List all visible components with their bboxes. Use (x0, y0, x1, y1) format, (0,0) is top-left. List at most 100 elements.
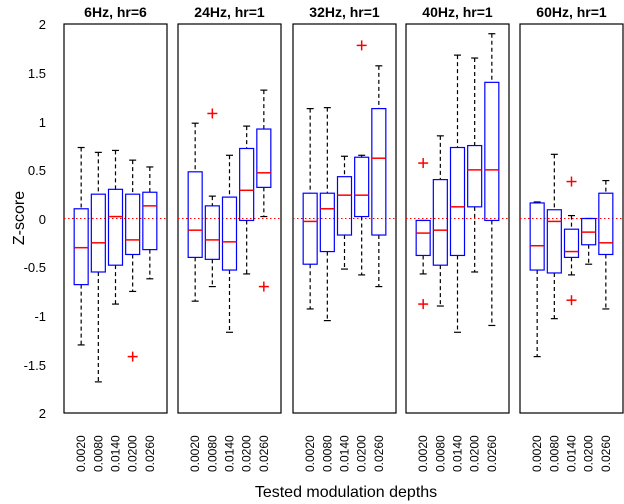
x-tick-label: 0.0080 (433, 435, 447, 472)
panels: 6Hz, hr=60.0020 0.0080 0.0140 0.0200 0.02602… (63, 4, 624, 472)
panel: 40Hz, hr=1 0.0020 0.0080 0.0140 0.0200 0.0260 (405, 4, 510, 472)
iqr-box (546, 209, 562, 274)
x-tick-label: 0.0140 (338, 435, 352, 472)
iqr-box (598, 192, 614, 256)
y-tick-label: -1 (34, 309, 46, 324)
box-group (239, 125, 255, 275)
iqr-box (90, 193, 106, 273)
panel: 24Hz, hr=1 0.0020 0.0080 0.0140 0.0200 0.0260 (177, 4, 282, 472)
y-tick-label: -0.5 (24, 260, 46, 275)
outlier-marker (356, 40, 367, 51)
x-tick-label: 0.0260 (599, 435, 613, 472)
box-group (187, 122, 203, 302)
iqr-box (239, 147, 255, 222)
x-tick-label: 0.0080 (205, 435, 219, 472)
outlier-marker (566, 176, 577, 187)
box-group (125, 159, 141, 362)
panel-title: 40Hz, hr=1 (422, 4, 493, 20)
panel: 6Hz, hr=6 0.0020 0.0080 0.0140 0.0200 0.0260 (63, 4, 168, 472)
outlier-marker (258, 281, 269, 292)
y-tick-label: 2 (39, 406, 46, 421)
box-group (432, 135, 448, 307)
box-group (484, 33, 500, 327)
box-group (371, 65, 387, 288)
y-tick-label: 2 (39, 17, 46, 32)
iqr-box (73, 208, 89, 286)
iqr-box (415, 219, 431, 257)
iqr-box (125, 193, 141, 256)
panel-frame (177, 23, 282, 414)
x-tick-label: 0.0200 (240, 435, 254, 472)
panel-title: 60Hz, hr=1 (536, 4, 607, 20)
iqr-box (563, 228, 580, 258)
x-tick-label: 0.0260 (485, 435, 499, 472)
box-group (354, 40, 370, 276)
box-group (546, 153, 562, 320)
x-tick-label: 0.0260 (372, 435, 386, 472)
x-tick-label: 0.0080 (547, 435, 561, 472)
box-group (256, 89, 272, 292)
box-group (529, 201, 545, 358)
x-tick-label: 0.0020 (188, 435, 202, 472)
panel: 32Hz, hr=1 0.0020 0.0080 0.0140 0.0200 0.0260 (292, 4, 397, 472)
box-group (221, 154, 238, 333)
y-tick-label: 1 (39, 115, 46, 130)
iqr-box (221, 196, 238, 271)
iqr-box (354, 156, 370, 218)
iqr-box (484, 81, 500, 222)
x-tick-label: 0.0260 (143, 435, 157, 472)
iqr-box (336, 176, 353, 236)
x-tick-label: 0.0140 (223, 435, 237, 472)
outlier-marker (207, 108, 218, 119)
outlier-marker (566, 295, 577, 306)
box-group (336, 155, 353, 270)
x-tick-label: 0.0140 (451, 435, 465, 472)
panel-title: 32Hz, hr=1 (309, 4, 380, 20)
x-axis-label: Tested modulation depths (255, 484, 437, 501)
iqr-box (449, 146, 466, 257)
box-group (449, 54, 466, 333)
outlier-marker (127, 351, 138, 362)
x-tick-label: 0.0080 (320, 435, 334, 472)
x-tick-label: 0.0020 (303, 435, 317, 472)
iqr-box (256, 128, 272, 188)
y-tick-label: 0.5 (28, 163, 46, 178)
x-tick-label: 0.0200 (355, 435, 369, 472)
iqr-box (529, 202, 545, 271)
x-tick-label: 0.0200 (468, 435, 482, 472)
iqr-box (302, 192, 318, 265)
x-tick-label: 0.0140 (565, 435, 579, 472)
box-group (319, 107, 335, 322)
panel-title: 24Hz, hr=1 (194, 4, 265, 20)
x-tick-label: 0.0200 (126, 435, 140, 472)
box-group (563, 176, 580, 306)
box-group (90, 151, 106, 383)
iqr-box (142, 191, 158, 251)
box-group (581, 217, 597, 265)
box-group (467, 57, 483, 273)
x-tick-label: 0.0020 (74, 435, 88, 472)
panel-frame (63, 23, 168, 414)
y-axis-label: Z-score (11, 191, 28, 245)
panel: 60Hz, hr=1 0.0020 0.0080 0.0140 0.0200 0.0260 (519, 4, 624, 472)
box-group (302, 108, 318, 310)
outlier-marker (418, 158, 429, 169)
x-tick-label: 0.0020 (530, 435, 544, 472)
y-tick-labels: 2 1.5 1 0.5 0 -0.5 -1 -1.5 2 (24, 17, 46, 421)
y-tick-label: 0 (39, 212, 46, 227)
x-tick-label: 0.0080 (91, 435, 105, 472)
box-group (107, 149, 124, 305)
iqr-box (319, 192, 335, 253)
box-group (142, 166, 158, 280)
x-tick-label: 0.0020 (416, 435, 430, 472)
panel-frame (292, 23, 397, 414)
iqr-box (204, 205, 220, 260)
box-group (598, 179, 614, 310)
x-tick-label: 0.0260 (257, 435, 271, 472)
iqr-box (187, 171, 203, 259)
iqr-box (371, 108, 387, 236)
box-group (73, 146, 89, 346)
box-group (204, 108, 220, 288)
x-tick-label: 0.0140 (109, 435, 123, 472)
